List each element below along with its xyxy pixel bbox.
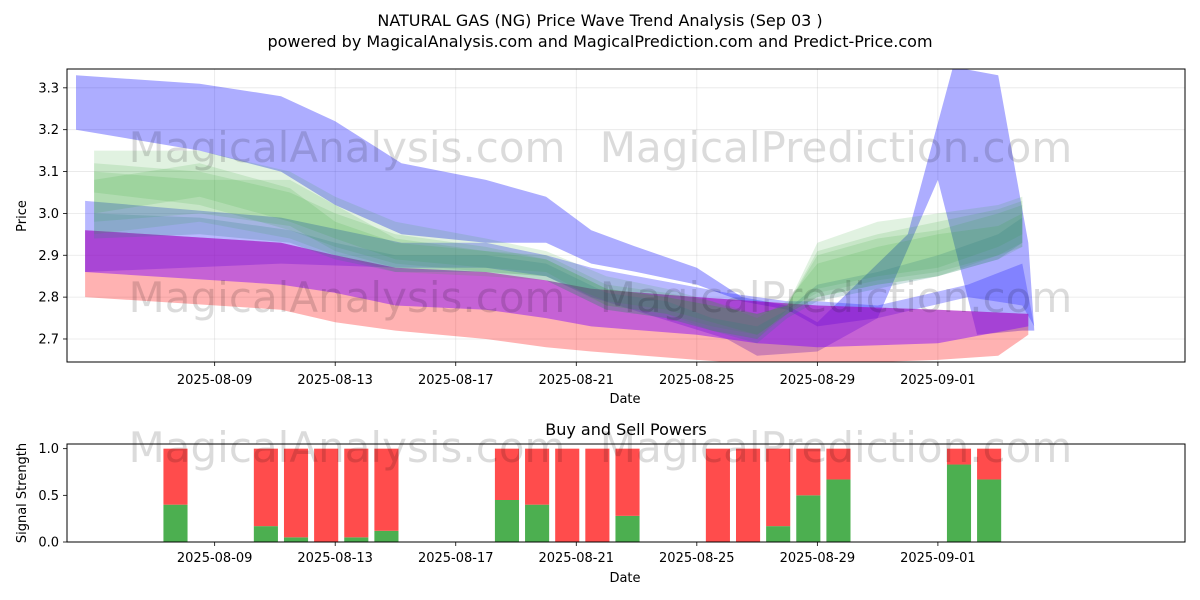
sell-bar-3: [314, 448, 339, 542]
price-x-axis-label: Date: [609, 392, 640, 407]
band-green-wave-2: [94, 163, 1023, 335]
watermark-magicalprediction-mid: MagicalPrediction.com: [600, 273, 1073, 322]
sell-bar-9: [585, 448, 610, 542]
signal-x-tick-label-6: 2025-09-01: [900, 551, 976, 566]
price-ticks: 2025-08-09 2025-08-13 2025-08-17 2025-08-21…: [38, 81, 975, 388]
price-x-tick-label-1: 2025-08-13: [297, 373, 373, 388]
signal-x-tick-label-1: 2025-08-13: [297, 551, 373, 566]
band-purple-band: [85, 230, 1029, 348]
signal-panel: Buy and Sell Powers MagicalAnalysis.com …: [15, 420, 1186, 586]
watermark-magicalprediction-bottom: MagicalPrediction.com: [600, 423, 1073, 472]
signal-ticks: 2025-08-09 2025-08-13 2025-08-17 2025-08-21…: [38, 442, 975, 566]
band-middle-blue-band: [85, 200, 1035, 356]
watermark-magicalanalysis-mid: MagicalAnalysis.com: [129, 273, 566, 322]
buy-bar-13: [766, 526, 791, 542]
price-y-tick-label-5: 3.2: [38, 123, 59, 138]
buy-bar-2: [283, 537, 309, 542]
sell-bar-12: [735, 448, 761, 542]
sell-bar-6: [494, 448, 520, 500]
watermark-magicalprediction-top: MagicalPrediction.com: [600, 123, 1073, 172]
price-y-tick-label-2: 2.9: [38, 249, 59, 264]
signal-x-axis-label: Date: [609, 571, 640, 586]
band-upper-blue-band: [76, 69, 1035, 335]
price-y-tick-label-4: 3.1: [38, 165, 59, 180]
price-y-tick-label-0: 2.7: [38, 332, 59, 347]
sell-bar-8: [555, 448, 580, 542]
buy-bar-15: [826, 479, 851, 542]
price-x-tick-label-5: 2025-08-29: [780, 373, 856, 388]
band-green-wave-3: [94, 171, 1023, 339]
sell-bar-1: [253, 448, 278, 527]
buy-bar-1: [253, 526, 278, 542]
buy-bar-4: [344, 537, 369, 542]
sell-bar-11: [705, 448, 730, 542]
sell-bar-14: [796, 448, 821, 496]
sell-bar-2: [283, 448, 309, 538]
buy-bar-5: [374, 530, 399, 542]
price-grid: [67, 69, 1185, 362]
watermark-magicalanalysis-top: MagicalAnalysis.com: [129, 123, 566, 172]
sell-bar-7: [525, 448, 550, 505]
sell-bar-17: [977, 448, 1002, 480]
price-x-tick-label-2: 2025-08-17: [418, 373, 494, 388]
price-panel: MagicalAnalysis.com MagicalPrediction.co…: [15, 68, 1186, 407]
buy-bar-16: [946, 464, 972, 542]
signal-x-tick-label-0: 2025-08-09: [177, 551, 253, 566]
signal-y-tick-label-0: 0.0: [38, 536, 59, 551]
price-x-tick-label-4: 2025-08-25: [659, 373, 735, 388]
sell-bar-16: [946, 448, 972, 465]
signal-x-tick-label-2: 2025-08-17: [418, 551, 494, 566]
sell-bar-15: [826, 448, 851, 480]
price-y-axis-label: Price: [15, 200, 30, 232]
price-y-tick-label-3: 3.0: [38, 207, 59, 222]
price-series-group: [76, 69, 1035, 362]
signal-bars-group: [163, 448, 1002, 542]
sell-bar-4: [344, 448, 369, 538]
price-y-tick-label-6: 3.3: [38, 81, 59, 96]
chart-title: NATURAL GAS (NG) Price Wave Trend Analys…: [377, 11, 822, 30]
price-y-tick-label-1: 2.8: [38, 291, 59, 306]
signal-axes-frame: [66, 443, 1186, 543]
band-teal-wave: [94, 213, 1023, 344]
watermark-magicalanalysis-bottom: MagicalAnalysis.com: [129, 423, 566, 472]
sell-bar-0: [163, 448, 188, 505]
signal-y-axis-label: Signal Strength: [15, 443, 30, 543]
sell-bar-10: [615, 448, 640, 516]
signal-chart-title: Buy and Sell Powers: [545, 420, 707, 439]
band-green-wave-1: [94, 150, 1023, 339]
buy-bar-10: [615, 515, 640, 542]
signal-x-tick-label-3: 2025-08-21: [538, 551, 614, 566]
buy-bar-7: [525, 504, 550, 542]
signal-x-tick-label-4: 2025-08-25: [659, 551, 735, 566]
price-axes-frame: [66, 68, 1186, 363]
sell-bar-5: [374, 448, 399, 531]
price-x-tick-label-6: 2025-09-01: [900, 373, 976, 388]
buy-bar-14: [796, 495, 821, 542]
signal-y-tick-label-1: 0.5: [38, 489, 59, 504]
buy-bar-17: [977, 479, 1002, 542]
band-green-wave-4: [94, 163, 1023, 335]
signal-y-tick-label-2: 1.0: [38, 442, 59, 457]
chart-subtitle: powered by MagicalAnalysis.com and Magic…: [267, 32, 932, 51]
band-red-band: [85, 230, 1029, 362]
signal-x-tick-label-5: 2025-08-29: [780, 551, 856, 566]
price-x-tick-label-0: 2025-08-09: [177, 373, 253, 388]
sell-bar-13: [766, 448, 791, 527]
price-x-tick-label-3: 2025-08-21: [538, 373, 614, 388]
buy-bar-6: [494, 500, 520, 542]
buy-bar-0: [163, 504, 188, 542]
